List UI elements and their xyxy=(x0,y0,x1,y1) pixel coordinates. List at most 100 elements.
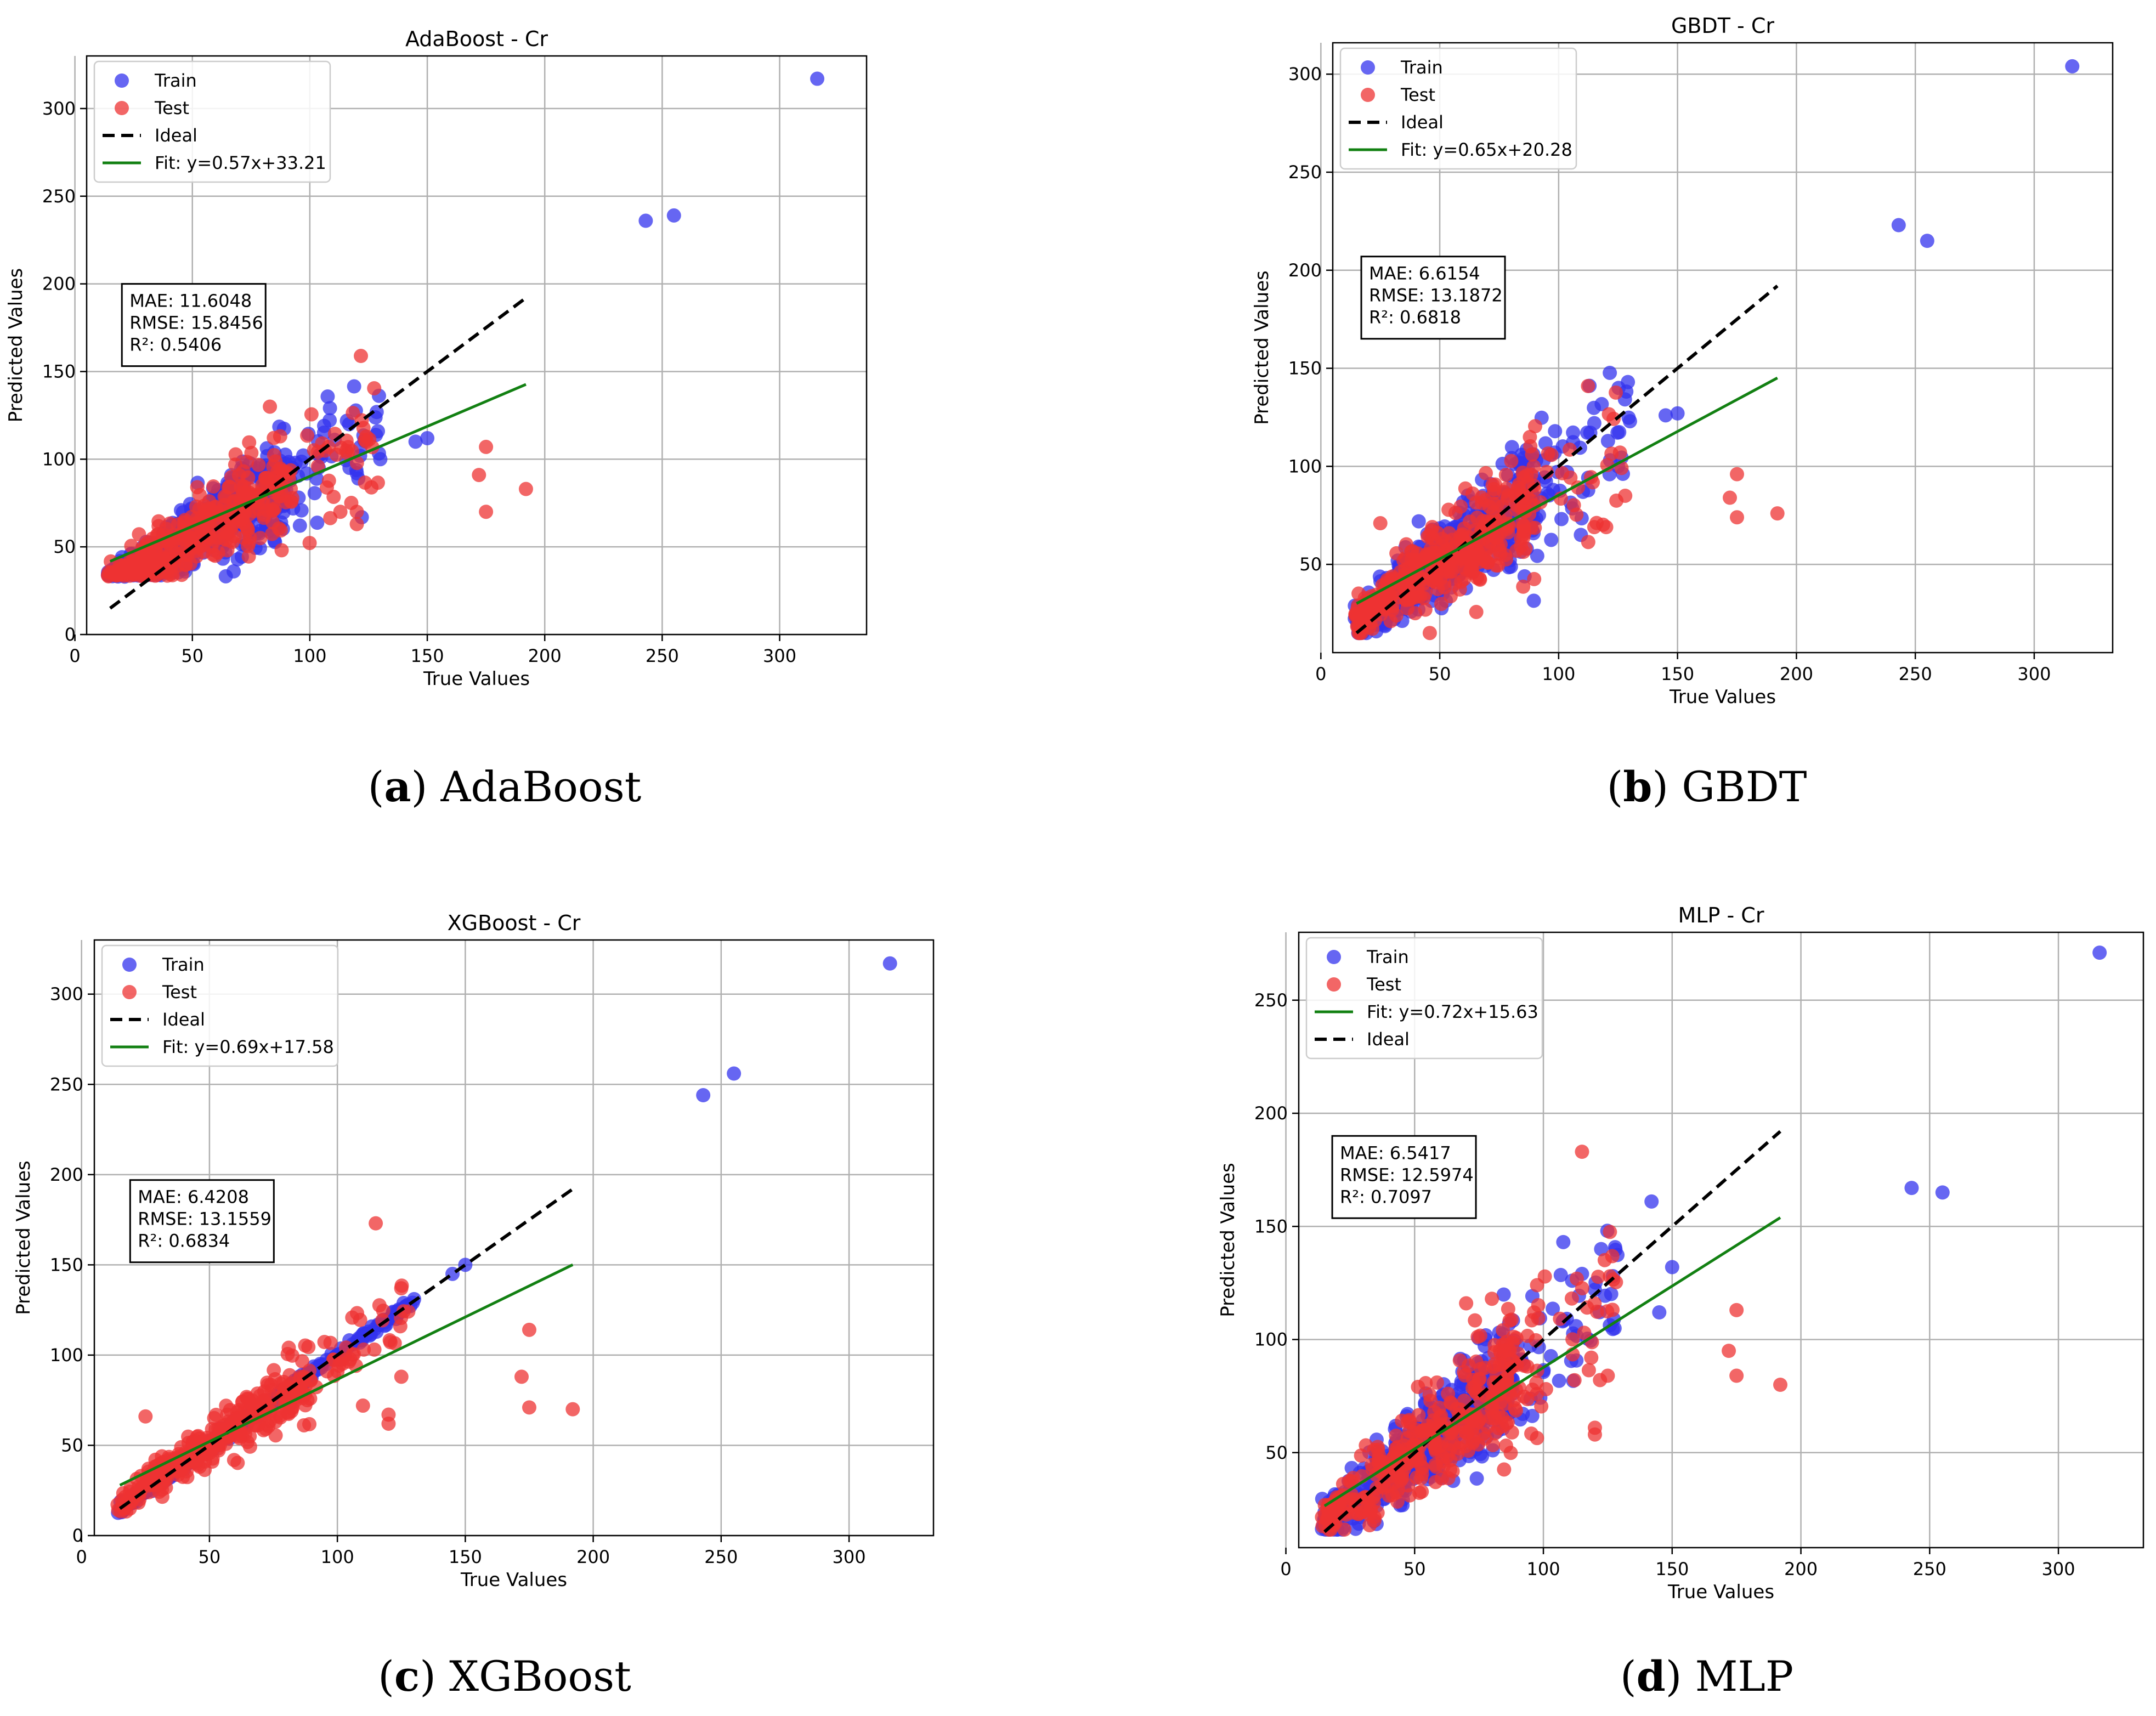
test-point xyxy=(1408,606,1423,621)
train-point xyxy=(1644,1194,1659,1209)
train-point xyxy=(1604,1287,1619,1301)
test-point xyxy=(1502,1313,1517,1328)
legend-label: Fit: y=0.57x+33.21 xyxy=(155,152,326,173)
test-point xyxy=(165,568,180,582)
x-tick-label: 150 xyxy=(411,645,444,666)
train-point xyxy=(1600,434,1615,449)
legend-label: Test xyxy=(1366,974,1401,995)
metrics-text: RMSE: 15.8456 xyxy=(129,313,263,333)
test-point xyxy=(1486,1437,1501,1452)
legend-marker-test xyxy=(1327,977,1341,992)
test-point xyxy=(381,1407,396,1422)
test-point xyxy=(522,1322,536,1337)
y-tick-label: 250 xyxy=(1254,990,1288,1011)
test-point xyxy=(1575,1145,1589,1159)
legend-label: Train xyxy=(162,954,205,975)
test-point xyxy=(1465,486,1480,501)
train-point xyxy=(882,956,897,971)
test-point xyxy=(1515,465,1530,480)
train-point xyxy=(696,1088,711,1103)
test-point xyxy=(1457,1420,1472,1435)
y-tick-label: 0 xyxy=(65,624,76,645)
test-point xyxy=(1377,1480,1391,1495)
ideal-line xyxy=(109,296,527,610)
metrics-text: RMSE: 13.1559 xyxy=(138,1209,271,1230)
x-tick-label: 150 xyxy=(1655,1559,1689,1579)
y-tick-label: 300 xyxy=(1288,64,1322,84)
y-tick-label: 150 xyxy=(1254,1216,1288,1237)
test-point xyxy=(565,1402,580,1417)
test-point xyxy=(1389,608,1404,623)
chart-panel-3: 0 50 100 150 200 250 300 0 50 100 150 200 250 300 XGBo… xyxy=(13,911,935,1591)
x-tick-label: 250 xyxy=(1913,1559,1946,1579)
fit-line xyxy=(1323,1216,1781,1508)
test-point xyxy=(1730,510,1745,525)
y-tick-label: 300 xyxy=(42,98,76,119)
test-point xyxy=(355,1398,370,1413)
metrics-text: MAE: 6.4208 xyxy=(138,1187,249,1208)
test-point xyxy=(1730,467,1745,482)
test-point xyxy=(369,1216,383,1231)
test-point xyxy=(192,501,207,516)
metrics-text: R²: 0.6834 xyxy=(138,1231,230,1251)
test-point xyxy=(1425,520,1440,535)
train-point xyxy=(1526,593,1541,608)
train-point xyxy=(230,552,245,567)
caption-b: (b) GBDT xyxy=(1606,762,1807,811)
test-point xyxy=(1512,483,1527,497)
train-point xyxy=(2065,59,2080,73)
metrics-text: MAE: 6.6154 xyxy=(1369,263,1480,284)
legend-box xyxy=(101,944,339,1067)
test-point xyxy=(301,1340,316,1355)
test-point xyxy=(1389,1428,1404,1443)
test-point xyxy=(1609,385,1623,400)
test-point xyxy=(267,1363,281,1378)
test-point xyxy=(1591,1270,1606,1284)
test-point xyxy=(1564,1291,1579,1306)
train-point xyxy=(727,1066,742,1081)
test-point xyxy=(228,447,243,462)
chart-panel-4: 0 50 100 150 200 250 300 50 100 150 200 250 MLP - Cr… xyxy=(1217,903,2144,1603)
plot-data xyxy=(110,956,897,1520)
x-axis-label: True Values xyxy=(423,668,530,690)
y-tick-label: 150 xyxy=(50,1254,83,1275)
train-point xyxy=(408,434,423,449)
train-point xyxy=(322,401,337,416)
train-point xyxy=(1603,365,1617,380)
x-tick-label: 150 xyxy=(1661,664,1694,684)
test-point xyxy=(1605,1302,1620,1317)
test-point xyxy=(128,554,143,569)
legend-label: Fit: y=0.72x+15.63 xyxy=(1367,1001,1538,1022)
legend-marker-train xyxy=(1327,950,1341,964)
train-point xyxy=(1525,1408,1540,1423)
train-point xyxy=(666,208,681,223)
test-point xyxy=(1429,1375,1444,1390)
chart-title: XGBoost - Cr xyxy=(448,911,581,935)
test-point xyxy=(1530,1278,1544,1293)
caption-c: (c) XGBoost xyxy=(378,1652,631,1701)
test-point xyxy=(1459,1296,1474,1311)
test-point xyxy=(1581,535,1595,550)
test-point xyxy=(190,480,205,495)
train-point xyxy=(1496,1287,1511,1302)
plot-data xyxy=(1348,59,2080,641)
y-tick-label: 0 xyxy=(72,1525,83,1546)
train-point xyxy=(1553,1267,1568,1282)
y-axis-label: Predicted Values xyxy=(1251,270,1273,425)
test-point xyxy=(1468,1313,1482,1328)
x-tick-label: 200 xyxy=(576,1547,610,1567)
test-point xyxy=(1473,1328,1487,1343)
test-point xyxy=(1401,1478,1416,1493)
test-point xyxy=(350,1306,365,1321)
train-point xyxy=(1587,400,1602,415)
test-point xyxy=(1426,1413,1441,1428)
test-point xyxy=(1423,1394,1438,1408)
x-tick-label: 0 xyxy=(1315,664,1326,684)
x-tick-label: 100 xyxy=(1542,664,1575,684)
test-point xyxy=(1435,538,1450,553)
test-point xyxy=(1485,1292,1499,1306)
test-point xyxy=(220,1414,235,1429)
plot-data xyxy=(100,71,825,610)
y-tick-label: 50 xyxy=(61,1435,83,1456)
